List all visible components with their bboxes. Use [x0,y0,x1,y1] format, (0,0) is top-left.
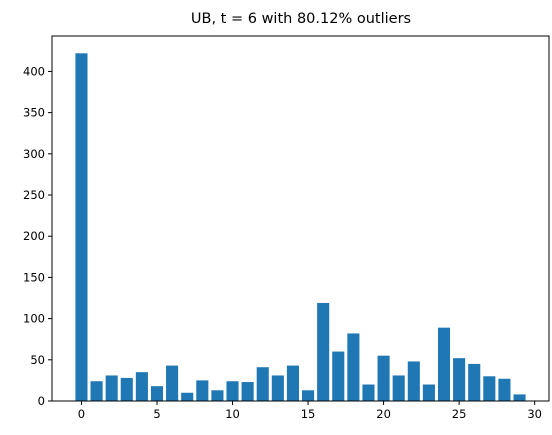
bar-13 [271,375,284,401]
x-tick-label: 25 [452,407,467,421]
y-tick-label: 50 [30,353,45,367]
y-tick-label: 300 [23,147,45,161]
bar-2 [105,375,118,401]
bar-5 [150,386,164,401]
y-tick-label: 150 [23,270,45,284]
bar-6 [166,365,179,401]
bar-7 [181,392,194,401]
bar-4 [135,372,148,401]
bar-18 [347,333,360,401]
y-tick-label: 400 [23,64,45,78]
bar-19 [362,384,375,401]
chart-title: UB, t = 6 with 80.12% outliers [191,11,411,27]
bar-8 [196,380,209,401]
bar-12 [256,367,269,401]
bar-14 [286,365,299,401]
x-tick-label: 0 [78,407,85,421]
bar-22 [407,361,420,401]
bar-16 [317,302,330,401]
plot-frame [51,35,550,402]
x-tick-label: 5 [153,407,160,421]
bar-3 [120,377,133,401]
x-tick-label: 10 [225,407,240,421]
x-tick-label: 15 [301,407,316,421]
bar-28 [498,378,511,401]
bar-9 [211,390,224,401]
bar-1 [90,381,103,401]
bar-26 [468,363,481,401]
y-tick-label: 350 [23,106,45,120]
x-axis-ticks: 0 5 10 15 20 25 30 [78,401,542,421]
y-tick-label: 250 [23,188,45,202]
x-tick-label: 30 [527,407,542,421]
bar-15 [302,390,315,401]
bar-29 [513,394,526,401]
bar-23 [422,384,435,401]
bar-25 [453,358,466,401]
bars-group [75,53,526,401]
bar-21 [392,375,405,401]
x-tick-label: 20 [376,407,391,421]
bar-24 [437,327,451,401]
bar-17 [332,351,345,401]
y-tick-label: 200 [23,229,45,243]
bar-20 [377,355,390,401]
bar-0 [75,53,88,401]
y-tick-label: 0 [38,394,45,408]
bar-27 [483,376,496,401]
y-axis-ticks: 0 50 100 150 200 250 300 350 400 [23,64,52,408]
bar-11 [241,382,254,401]
bar-10 [226,381,239,401]
y-tick-label: 100 [23,312,45,326]
